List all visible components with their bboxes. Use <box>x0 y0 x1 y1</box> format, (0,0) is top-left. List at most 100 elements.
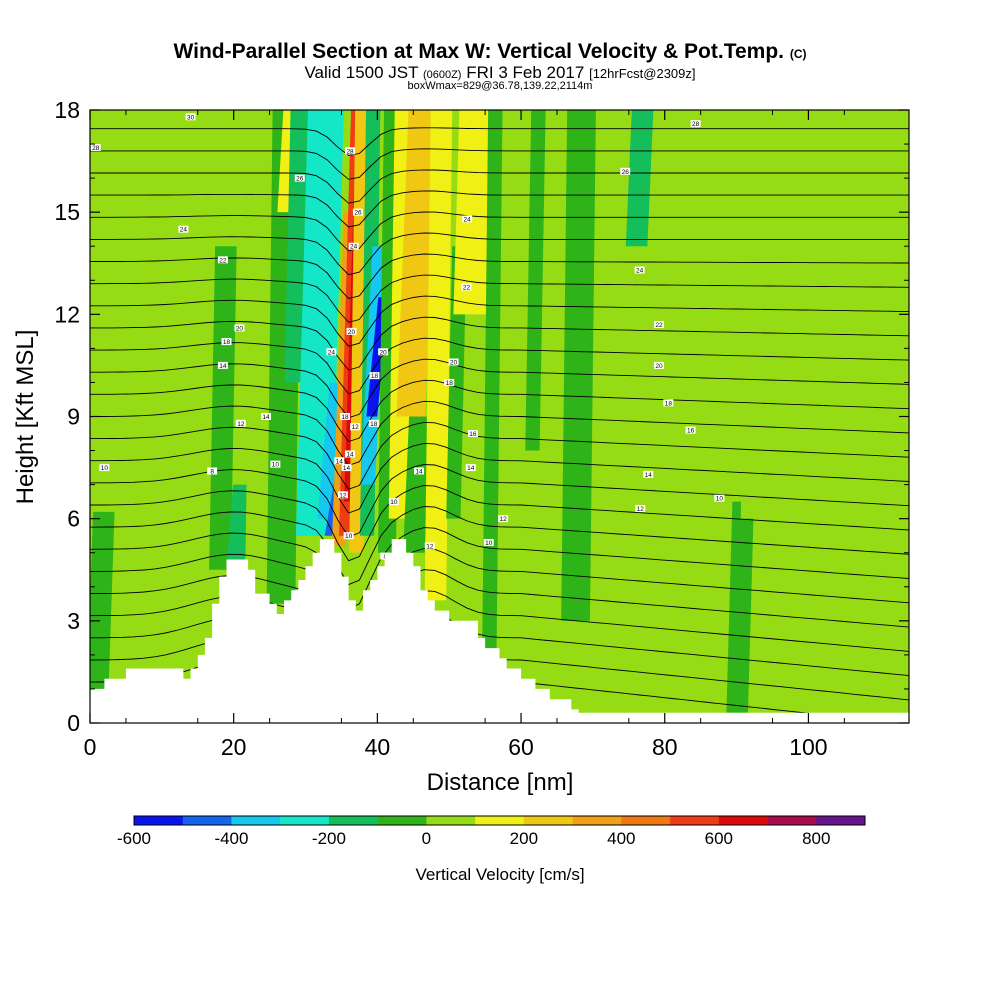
theta-label-bg-39 <box>462 215 473 223</box>
theta-label-7: 28 <box>92 145 100 152</box>
chart-subtitle-box: boxWmax=829@36.78,139.22,2114m <box>408 80 593 92</box>
colorbar-label: Vertical Velocity [cm/s] <box>415 865 584 884</box>
colorbar-swatch-4 <box>328 816 378 825</box>
theta-label-bg-37 <box>498 515 509 523</box>
vertical-velocity-fill <box>90 110 909 713</box>
theta-label-bg-28 <box>388 498 399 506</box>
theta-label-bg-19 <box>345 450 356 458</box>
theta-label-bg-7 <box>90 143 101 151</box>
theta-label-27: 20 <box>379 349 387 356</box>
w-region-41 <box>877 518 909 713</box>
theta-label-13: 24 <box>328 349 336 356</box>
theta-label-bg-45 <box>685 426 696 434</box>
theta-contour-8 <box>90 485 909 562</box>
colorbar-swatch-11 <box>670 816 720 825</box>
w-region-30 <box>597 110 625 713</box>
colorbar-tick-3: 0 <box>422 829 431 848</box>
theta-label-48: 10 <box>716 496 724 503</box>
colorbar-swatch-7 <box>475 816 525 825</box>
theta-label-bg-22 <box>348 242 359 250</box>
colorbar-swatch-1 <box>182 816 232 825</box>
theta-label-bg-21 <box>346 327 357 335</box>
colorbar-swatch-5 <box>377 816 427 825</box>
theta-label-bg-23 <box>352 208 363 216</box>
theta-label-15: 14 <box>336 458 344 465</box>
theta-label-46: 14 <box>645 472 653 479</box>
theta-label-bg-17 <box>337 491 348 499</box>
y-tick-label-6: 18 <box>54 97 80 123</box>
theta-label-4: 18 <box>223 339 231 346</box>
colorbar-tick-7: 800 <box>802 829 830 848</box>
theta-label-30: 14 <box>415 468 423 475</box>
w-region-3 <box>227 484 252 560</box>
theta-contour-23 <box>90 169 909 204</box>
y-tick-label-5: 15 <box>54 199 80 225</box>
w-region-31 <box>625 110 654 247</box>
w-region-0 <box>90 511 115 689</box>
theta-label-bg-27 <box>378 348 389 356</box>
theta-label-40: 26 <box>622 169 630 176</box>
theta-label-49: 28 <box>692 121 700 128</box>
theta-label-12: 26 <box>296 176 304 183</box>
theta-label-bg-13 <box>326 348 337 356</box>
theta-label-bg-32 <box>444 378 455 386</box>
theta-label-3: 14 <box>219 363 227 370</box>
colorbar-tick-0: -600 <box>117 829 151 848</box>
theta-label-43: 20 <box>655 363 663 370</box>
theta-label-bg-26 <box>369 372 380 380</box>
theta-contour-24 <box>90 148 909 180</box>
w-region-29 <box>561 110 596 621</box>
colorbar-swatch-2 <box>231 816 281 825</box>
x-tick-label-3: 60 <box>508 734 534 760</box>
colorbar-tick-6: 600 <box>705 829 733 848</box>
theta-label-31: 12 <box>426 543 434 550</box>
w-region-20 <box>396 110 438 417</box>
theta-label-33: 20 <box>450 360 458 367</box>
w-region-25 <box>482 110 503 655</box>
y-tick-label-3: 9 <box>67 404 80 430</box>
x-tick-label-2: 40 <box>365 734 391 760</box>
theta-label-bg-35 <box>467 430 478 438</box>
w-region-21 <box>403 416 431 553</box>
theta-label-1: 8 <box>210 468 214 475</box>
colorbar-tick-1: -400 <box>214 829 248 848</box>
theta-label-bg-48 <box>714 494 725 502</box>
theta-contour-5 <box>90 548 909 633</box>
theta-label-38: 10 <box>485 540 493 547</box>
theta-label-11: 14 <box>262 414 270 421</box>
theta-contour-7 <box>90 506 909 586</box>
theta-label-bg-4 <box>221 338 232 346</box>
w-region-28 <box>539 212 568 689</box>
theta-label-8: 30 <box>187 114 195 121</box>
y-axis-label: Height [Kft MSL] <box>12 330 39 505</box>
colorbar-tick-4: 200 <box>510 829 538 848</box>
w-region-36 <box>740 110 776 519</box>
theta-label-bg-33 <box>448 358 459 366</box>
w-region-1 <box>158 110 194 655</box>
x-axis-label: Distance [nm] <box>427 769 574 796</box>
theta-label-bg-10 <box>270 460 281 468</box>
w-region-2 <box>209 246 237 570</box>
colorbar-frame <box>133 815 866 826</box>
theta-label-bg-6 <box>178 225 189 233</box>
w-region-33 <box>676 280 704 553</box>
theta-label-bg-5 <box>217 256 228 264</box>
w-region-37 <box>776 110 805 713</box>
theta-label-bg-31 <box>424 542 435 550</box>
theta-label-41: 24 <box>636 268 644 275</box>
theta-contour-13 <box>90 379 909 443</box>
y-tick-label-0: 0 <box>67 710 80 736</box>
theta-label-bg-18 <box>343 532 354 540</box>
theta-label-36: 14 <box>467 465 475 472</box>
theta-label-0: 10 <box>101 465 109 472</box>
theta-label-20: 12 <box>351 424 359 431</box>
y-tick-label-2: 6 <box>67 506 80 532</box>
x-tick-label-1: 20 <box>221 734 247 760</box>
colorbar-swatch-8 <box>523 816 573 825</box>
colorbar-swatch-13 <box>767 816 817 825</box>
theta-contour-18 <box>90 274 909 323</box>
w-region-39 <box>826 518 855 713</box>
chart-title: Wind-Parallel Section at Max W: Vertical… <box>173 40 806 63</box>
theta-label-23: 26 <box>354 210 362 217</box>
